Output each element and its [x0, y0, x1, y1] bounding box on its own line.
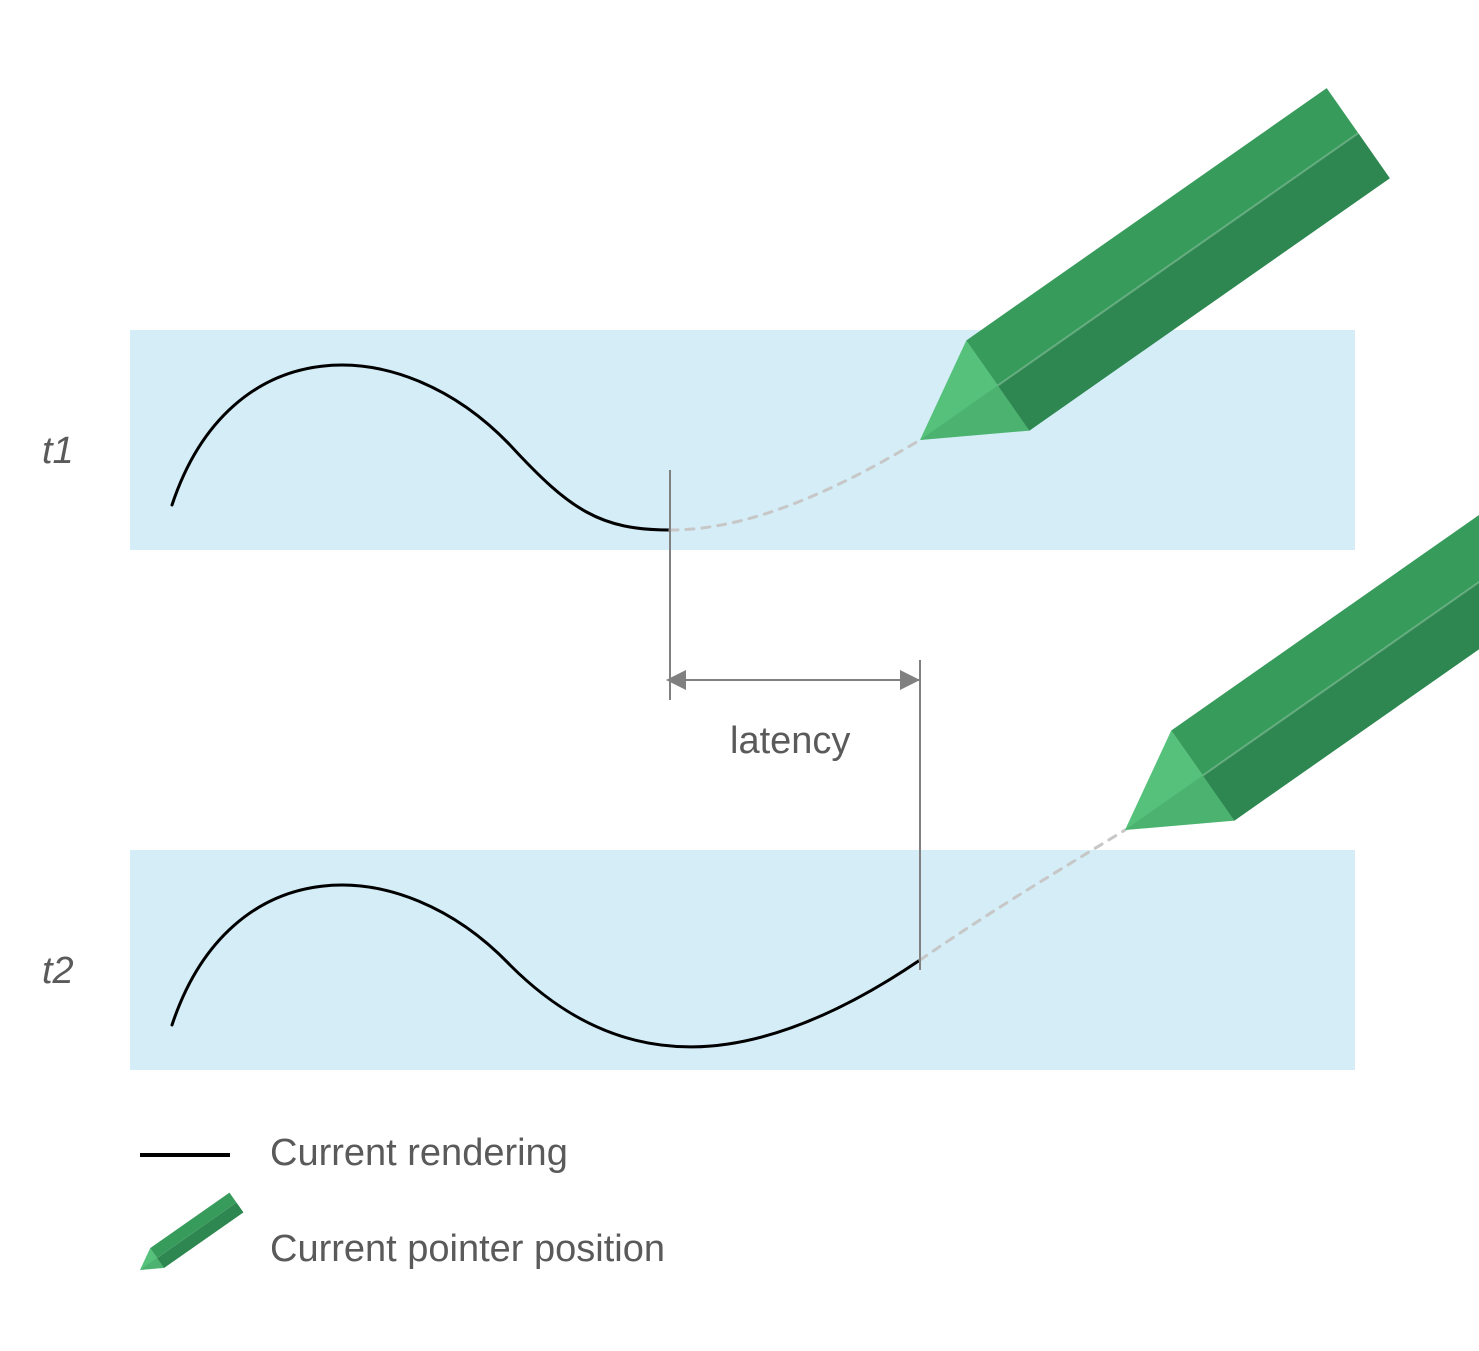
latency-diagram: t1 t2 latency Current rendering Current … — [0, 0, 1479, 1346]
pencil-icon-legend — [133, 1193, 243, 1280]
timeline-strip-t1 — [130, 330, 1355, 550]
legend-label-pointer: Current pointer position — [270, 1228, 665, 1271]
latency-label: latency — [730, 720, 850, 763]
timeline-label-t1: t1 — [42, 430, 74, 473]
diagram-svg — [0, 0, 1479, 1346]
timeline-label-t2: t2 — [42, 950, 74, 993]
legend-label-rendering: Current rendering — [270, 1132, 568, 1175]
timeline-strip-t2 — [130, 850, 1355, 1070]
